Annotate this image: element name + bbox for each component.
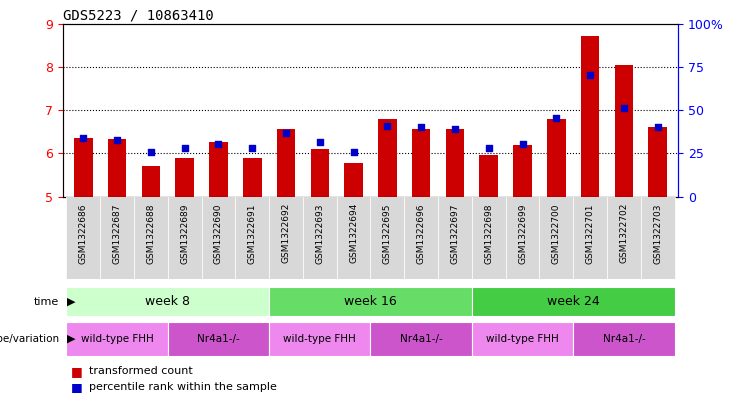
Text: GDS5223 / 10863410: GDS5223 / 10863410	[63, 8, 213, 22]
Text: GSM1322686: GSM1322686	[79, 203, 87, 264]
Bar	[134, 196, 167, 279]
Bar	[202, 196, 236, 279]
Bar	[574, 322, 674, 356]
Text: wild-type FHH: wild-type FHH	[284, 334, 356, 344]
Bar	[236, 196, 269, 279]
Bar	[378, 119, 396, 196]
Text: transformed count: transformed count	[89, 366, 193, 376]
Bar	[641, 196, 674, 279]
Text: Nr4a1-/-: Nr4a1-/-	[400, 334, 442, 344]
Text: GSM1322690: GSM1322690	[214, 203, 223, 264]
Bar	[310, 149, 329, 196]
Text: GSM1322701: GSM1322701	[585, 203, 595, 264]
Text: GSM1322702: GSM1322702	[619, 203, 628, 263]
Bar	[581, 36, 599, 197]
Bar	[167, 196, 202, 279]
Bar	[370, 322, 472, 356]
Bar	[243, 158, 262, 196]
Point	[551, 115, 562, 121]
Text: ▶: ▶	[67, 297, 75, 307]
Point	[246, 145, 258, 151]
Bar	[614, 64, 634, 196]
Bar	[74, 138, 93, 196]
Point	[314, 139, 326, 145]
Bar	[67, 322, 167, 356]
Point	[382, 123, 393, 130]
Bar	[209, 142, 227, 196]
Bar	[479, 155, 498, 196]
Text: GSM1322700: GSM1322700	[552, 203, 561, 264]
Bar	[405, 196, 438, 279]
Bar	[472, 322, 574, 356]
Text: time: time	[34, 297, 59, 307]
Bar	[607, 196, 641, 279]
Bar	[438, 196, 472, 279]
Point	[111, 137, 123, 143]
Bar	[269, 322, 370, 356]
Bar	[539, 196, 574, 279]
Text: GSM1322692: GSM1322692	[282, 203, 290, 263]
Point	[516, 141, 528, 147]
Point	[280, 130, 292, 136]
Text: GSM1322688: GSM1322688	[146, 203, 156, 264]
Point	[584, 72, 596, 79]
Text: GSM1322699: GSM1322699	[518, 203, 527, 264]
Bar	[176, 158, 194, 196]
Bar	[472, 287, 674, 316]
Bar	[370, 196, 405, 279]
Bar	[472, 196, 505, 279]
Text: ■: ■	[70, 365, 82, 378]
Bar	[336, 196, 370, 279]
Text: ■: ■	[70, 380, 82, 393]
Text: Nr4a1-/-: Nr4a1-/-	[197, 334, 240, 344]
Text: wild-type FHH: wild-type FHH	[486, 334, 559, 344]
Text: Nr4a1-/-: Nr4a1-/-	[602, 334, 645, 344]
Point	[77, 135, 89, 141]
Text: week 16: week 16	[344, 295, 397, 308]
Bar	[142, 166, 160, 196]
Bar	[547, 119, 565, 196]
Text: GSM1322687: GSM1322687	[113, 203, 122, 264]
Bar	[574, 196, 607, 279]
Bar	[269, 287, 472, 316]
Bar	[67, 196, 100, 279]
Point	[179, 145, 190, 151]
Point	[652, 124, 664, 130]
Point	[213, 141, 225, 147]
Bar	[107, 140, 127, 196]
Point	[145, 149, 157, 156]
Bar	[269, 196, 303, 279]
Bar	[412, 130, 431, 196]
Bar	[514, 145, 532, 196]
Text: GSM1322698: GSM1322698	[485, 203, 494, 264]
Text: GSM1322696: GSM1322696	[416, 203, 425, 264]
Bar	[67, 287, 269, 316]
Text: GSM1322693: GSM1322693	[316, 203, 325, 264]
Text: percentile rank within the sample: percentile rank within the sample	[89, 382, 277, 392]
Text: GSM1322691: GSM1322691	[247, 203, 256, 264]
Text: GSM1322703: GSM1322703	[654, 203, 662, 264]
Text: GSM1322689: GSM1322689	[180, 203, 189, 264]
Text: week 24: week 24	[547, 295, 599, 308]
Bar	[100, 196, 134, 279]
Text: GSM1322694: GSM1322694	[349, 203, 358, 263]
Point	[415, 124, 427, 130]
Text: week 8: week 8	[145, 295, 190, 308]
Point	[483, 145, 495, 151]
Bar	[276, 130, 296, 196]
Bar	[445, 130, 465, 196]
Bar	[648, 127, 667, 196]
Point	[348, 149, 359, 156]
Text: ▶: ▶	[67, 334, 75, 344]
Bar	[303, 196, 336, 279]
Point	[618, 105, 630, 111]
Point	[449, 126, 461, 132]
Bar	[505, 196, 539, 279]
Bar	[167, 322, 269, 356]
Text: GSM1322697: GSM1322697	[451, 203, 459, 264]
Text: genotype/variation: genotype/variation	[0, 334, 59, 344]
Bar	[345, 163, 363, 196]
Text: GSM1322695: GSM1322695	[383, 203, 392, 264]
Text: wild-type FHH: wild-type FHH	[81, 334, 153, 344]
